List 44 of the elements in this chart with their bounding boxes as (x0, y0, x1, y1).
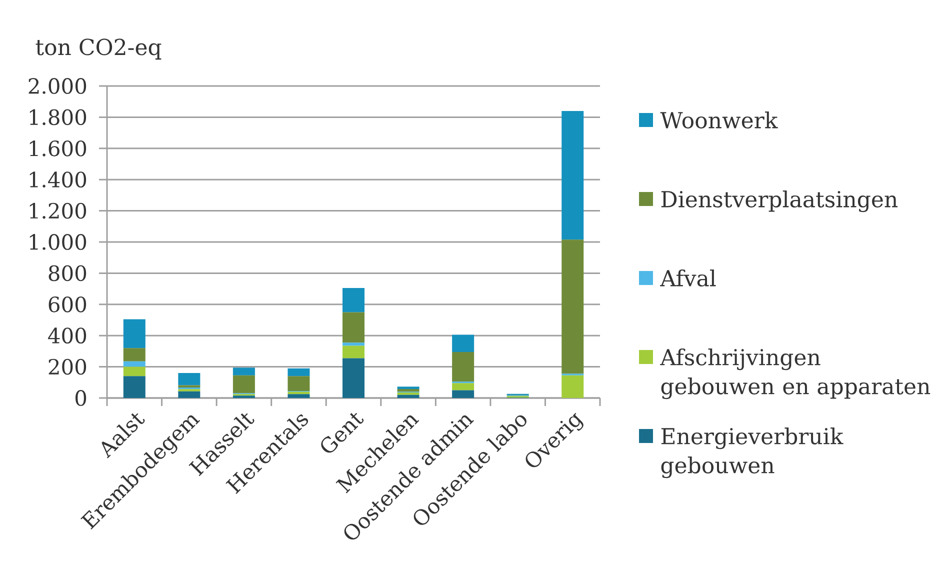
bar (123, 348, 146, 362)
legend-label: Afschrijvingen gebouwen en apparaten (660, 348, 930, 400)
bar (342, 288, 365, 312)
bar (397, 394, 420, 398)
bar (123, 366, 146, 376)
bar (288, 376, 310, 391)
y-tick-label: 0 (75, 390, 86, 406)
y-tick-label: 2.000 (28, 78, 86, 94)
y-tick-label: 800 (48, 265, 86, 282)
bar (232, 375, 255, 394)
bar (123, 376, 146, 398)
bar (452, 334, 474, 352)
y-tick-label: 1.000 (30, 234, 86, 250)
bar (288, 368, 310, 376)
y-tick-label: 1.400 (30, 172, 86, 188)
bar (342, 358, 365, 398)
y-tick-label: 1.800 (30, 109, 86, 126)
bar (178, 391, 200, 398)
bar (562, 375, 584, 398)
bar (123, 361, 146, 367)
legend-label: Energieverbruik gebouwen (661, 427, 844, 478)
bar (562, 240, 584, 374)
y-tick-label: 1.600 (30, 140, 86, 156)
legend-label: Dienstverplaatsingen (661, 190, 898, 212)
legend-label: Afval (660, 269, 716, 286)
bar (178, 385, 200, 388)
bar (178, 373, 200, 386)
legend-label: Woonwerk (660, 111, 778, 129)
y-tick-label: 400 (48, 328, 86, 344)
bar (342, 312, 365, 343)
bar (452, 383, 474, 390)
bar (123, 319, 146, 348)
bar (288, 394, 310, 398)
bar (452, 390, 474, 398)
y-tick-label: 600 (48, 296, 86, 312)
bar (562, 110, 584, 240)
bar (342, 342, 365, 346)
bar (232, 368, 255, 376)
bar (342, 346, 365, 358)
y-axis-title: ton CO2-eq (36, 38, 162, 60)
y-tick-label: 200 (48, 358, 86, 375)
y-tick-label: 1.200 (30, 202, 86, 219)
bar (397, 388, 420, 392)
bar (452, 352, 474, 382)
